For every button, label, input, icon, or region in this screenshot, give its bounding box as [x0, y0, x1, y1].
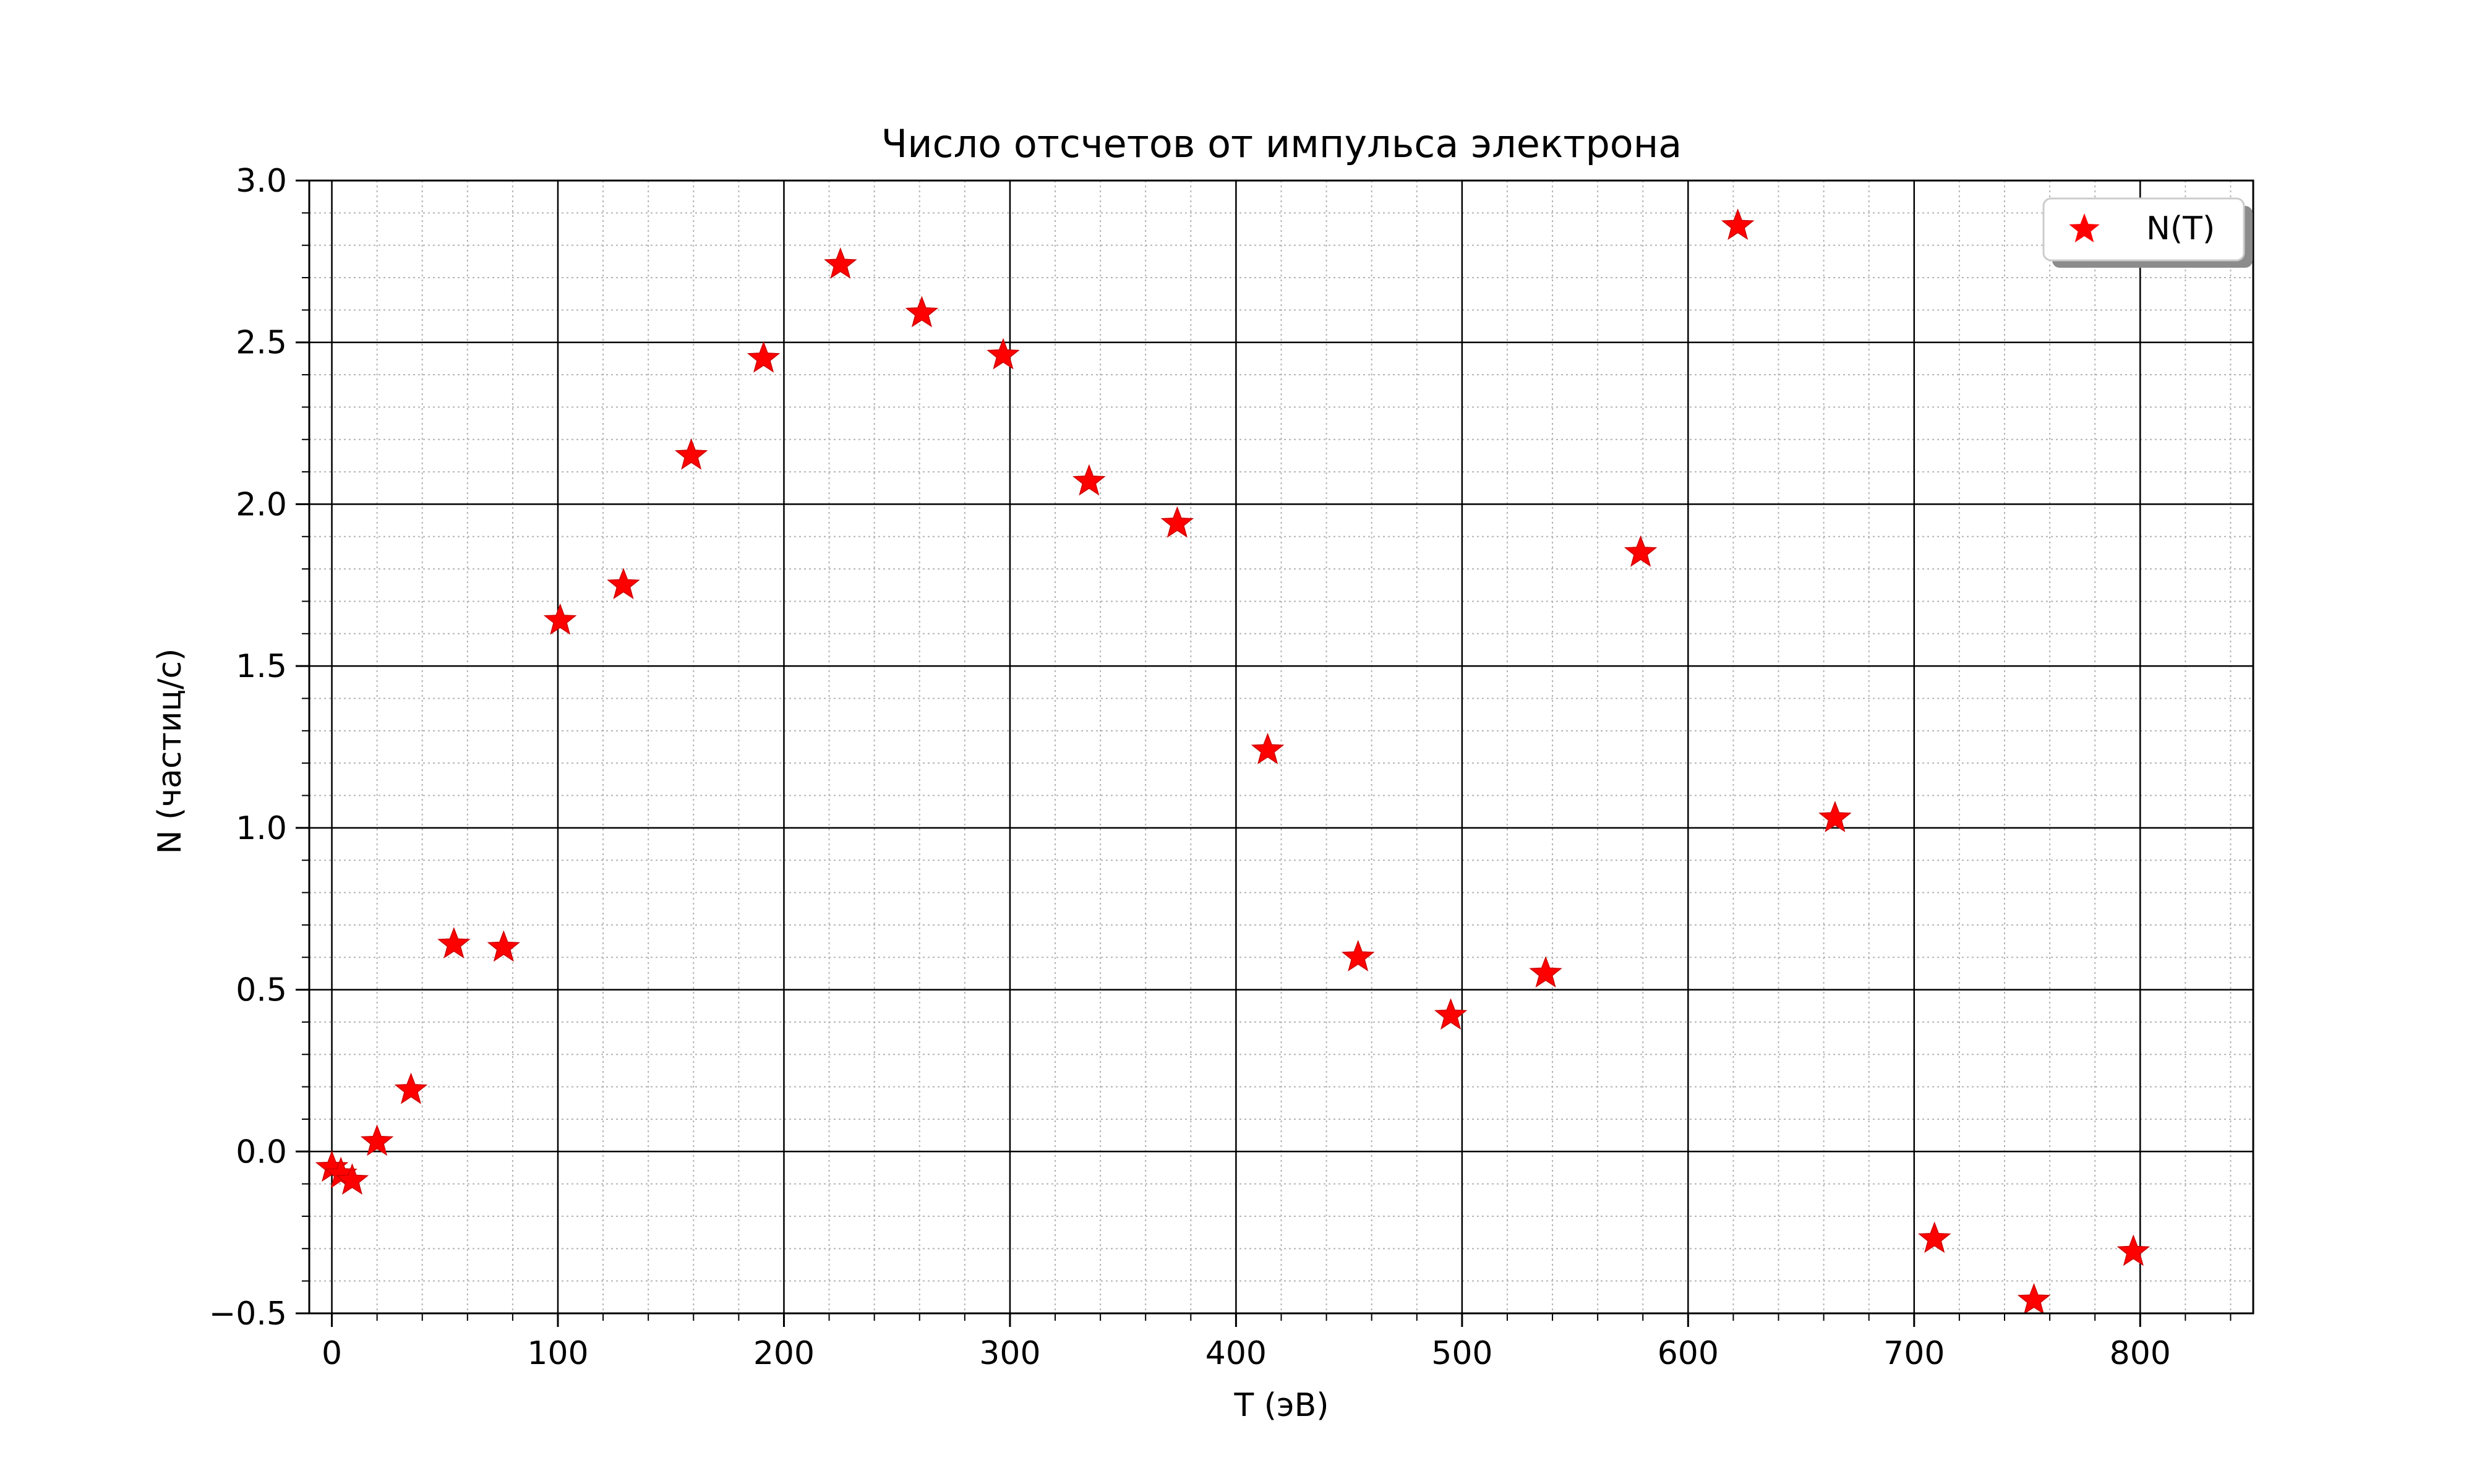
x-axis-label: T (эВ) [1233, 1387, 1329, 1424]
x-tick-label: 400 [1205, 1335, 1267, 1372]
x-tick-label: 600 [1658, 1335, 1719, 1372]
data-point-star [335, 1163, 369, 1195]
data-point-star [1624, 535, 1658, 567]
legend: N(T) [2042, 197, 2253, 268]
data-point-star [2117, 1234, 2151, 1266]
x-tick-label: 800 [2110, 1335, 2171, 1372]
data-point-star [987, 338, 1020, 370]
data-point-star [1721, 208, 1755, 241]
x-tick-label: 0 [322, 1335, 342, 1372]
y-tick-label: 0.5 [236, 972, 287, 1009]
tick-labels: 0 100 200 300 400 500 600 700 800 −0.5 0.0 0.5 1.0 1.… [209, 163, 2171, 1372]
data-point-star [747, 341, 781, 373]
data-point-star [2017, 1282, 2051, 1315]
plot-frame [308, 179, 2254, 1315]
x-tick-label: 300 [979, 1335, 1040, 1372]
data-point-star [1072, 464, 1106, 496]
data-point-star [824, 247, 857, 279]
y-tick-label: 1.0 [236, 810, 287, 847]
data-point-star [1341, 940, 1375, 972]
data-point-star [1818, 801, 1852, 832]
data-point-star [360, 1124, 394, 1156]
legend-label: N(T) [2146, 210, 2215, 247]
data-point-star [1251, 733, 1285, 765]
data-point-star [1917, 1221, 1951, 1253]
legend-star-marker [2069, 213, 2100, 242]
x-tick-label: 700 [1883, 1335, 1945, 1372]
x-tick-label: 200 [753, 1335, 815, 1372]
y-tick-label: 1.5 [236, 648, 287, 685]
data-markers [315, 208, 2151, 1315]
data-point-star [394, 1072, 428, 1104]
minor-grid [309, 181, 2253, 1313]
y-tick-label: −0.5 [209, 1295, 287, 1333]
data-point-star [1529, 956, 1562, 988]
data-point-star [437, 927, 471, 959]
axis-ticks [296, 179, 2232, 1327]
y-axis-label: N (частиц/с) [152, 649, 189, 855]
y-tick-label: 2.0 [236, 486, 287, 523]
data-point-star [1434, 998, 1468, 1030]
chart-title: Число отсчетов от импульса электрона [881, 121, 1682, 166]
x-tick-label: 500 [1431, 1335, 1492, 1372]
data-point-star [905, 296, 939, 328]
data-point-star [607, 568, 640, 600]
data-point-star [543, 603, 577, 635]
y-tick-label: 3.0 [236, 163, 287, 200]
data-point-star [1160, 506, 1194, 538]
y-tick-label: 2.5 [236, 325, 287, 362]
x-tick-label: 100 [527, 1335, 588, 1372]
data-point-star [487, 930, 521, 962]
y-tick-label: 0.0 [236, 1133, 287, 1171]
legend-box [2042, 197, 2245, 262]
data-point-star [674, 438, 708, 470]
